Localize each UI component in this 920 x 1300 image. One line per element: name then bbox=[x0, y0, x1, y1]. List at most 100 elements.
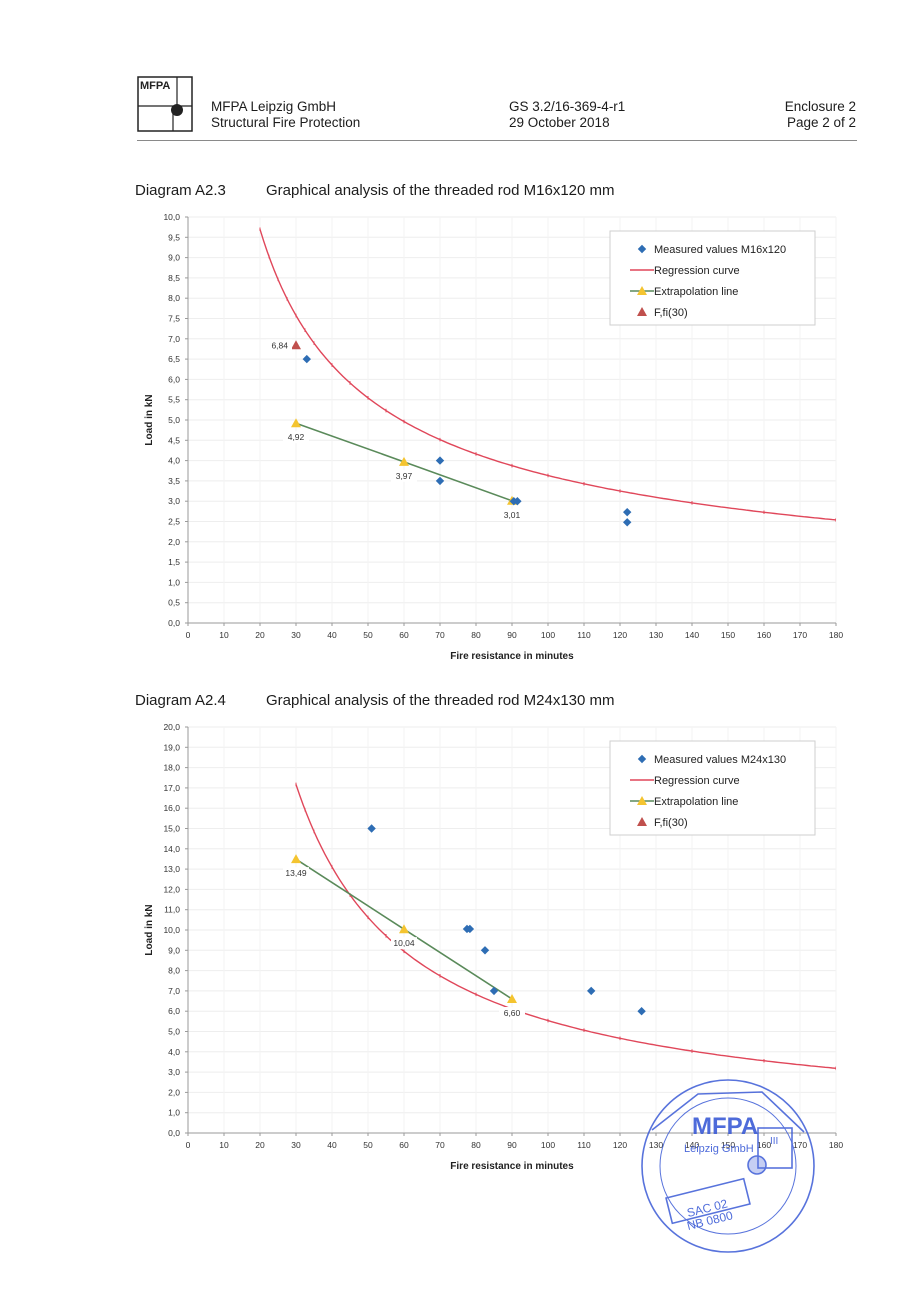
measured-point bbox=[435, 476, 445, 486]
header-company: MFPA Leipzig GmbH Structural Fire Protec… bbox=[211, 99, 360, 131]
y-tick-label: 7,5 bbox=[168, 314, 180, 324]
y-tick-label: 9,0 bbox=[168, 945, 180, 955]
y-tick-label: 5,0 bbox=[168, 1027, 180, 1037]
y-tick-label: 3,5 bbox=[168, 476, 180, 486]
x-tick-label: 110 bbox=[577, 1140, 591, 1150]
x-tick-label: 140 bbox=[685, 630, 699, 640]
extrapolation-point bbox=[399, 456, 409, 466]
chart-m16x120: 0,0 0,5 1,0 1,5 2,0 2,5 3,0 3,5 4,0 4,5 5,0 5,5 6,0 6… bbox=[144, 212, 843, 662]
annotation-bg bbox=[391, 937, 417, 950]
diagram-number: Diagram A2.3 bbox=[135, 182, 226, 199]
measured-point bbox=[367, 824, 376, 833]
legend-diamond-icon bbox=[637, 244, 647, 254]
y-tick-label: 5,0 bbox=[168, 415, 180, 425]
stamp-graphic bbox=[641, 1079, 815, 1253]
y-tick-label: 9,0 bbox=[168, 253, 180, 263]
y-tick-label: 18,0 bbox=[163, 763, 180, 773]
x-tick-label: 130 bbox=[649, 630, 663, 640]
measured-point bbox=[302, 354, 311, 364]
header-report: GS 3.2/16-369-4-r1 29 October 2018 bbox=[509, 99, 625, 131]
data-label: 3,01 bbox=[504, 510, 521, 520]
y-tick-label: 10,0 bbox=[163, 212, 180, 222]
legend-label: Regression curve bbox=[654, 775, 740, 787]
y-tick-label: 2,5 bbox=[168, 517, 180, 527]
x-tick-label: 10 bbox=[219, 1140, 229, 1150]
y-tick-label: 8,0 bbox=[168, 293, 180, 303]
legend-triangle-icon bbox=[637, 307, 647, 316]
x-axis-title: Fire resistance in minutes bbox=[450, 1161, 574, 1172]
x-tick-label: 180 bbox=[829, 1140, 843, 1150]
y-tick-label: 4,0 bbox=[168, 456, 180, 466]
y-tick-label: 0,5 bbox=[168, 598, 180, 608]
y-tick-label: 3,0 bbox=[168, 496, 180, 506]
x-tick-label: 30 bbox=[291, 630, 301, 640]
data-label: 3,97 bbox=[396, 471, 413, 481]
y-tick-label: 13,0 bbox=[163, 864, 180, 874]
annotation-bg bbox=[391, 469, 417, 482]
plot-area bbox=[259, 227, 836, 527]
y-axis-title: Load in kN bbox=[144, 394, 155, 445]
x-tick-label: 160 bbox=[757, 630, 771, 640]
stamp-mark: III bbox=[770, 1136, 778, 1147]
y-tick-label: 6,0 bbox=[168, 374, 180, 384]
x-tick-label: 120 bbox=[613, 1140, 627, 1150]
x-tick-label: 120 bbox=[613, 630, 627, 640]
x-tick-label: 100 bbox=[541, 1140, 555, 1150]
legend: Measured values M16x120 Regression curve E… bbox=[609, 230, 816, 326]
page-number: Page 2 of 2 bbox=[786, 115, 856, 130]
y-tick-label: 3,0 bbox=[168, 1067, 180, 1077]
mfpa-logo: MFPA bbox=[137, 76, 193, 132]
y-tick-label: 1,5 bbox=[168, 557, 180, 567]
y-tick-label: 15,0 bbox=[163, 824, 180, 834]
y-tick-label: 8,5 bbox=[168, 273, 180, 283]
extrapolation-point bbox=[399, 924, 409, 934]
x-tick-label: 20 bbox=[255, 1140, 265, 1150]
x-tick-label: 160 bbox=[757, 1140, 771, 1150]
y-tick-label: 1,0 bbox=[168, 1108, 180, 1118]
y-tick-label: 2,0 bbox=[168, 1087, 180, 1097]
diagram-title: Graphical analysis of the threaded rod M… bbox=[266, 692, 615, 709]
x-tick-label: 40 bbox=[327, 1140, 337, 1150]
legend-label: Regression curve bbox=[654, 265, 740, 277]
extrapolation-point bbox=[507, 994, 517, 1004]
y-tick-label: 7,0 bbox=[168, 334, 180, 344]
y-tick-label: 7,0 bbox=[168, 986, 180, 996]
certification-stamp: MFPA Leipzig GmbH III SAC 02 NB 0800 bbox=[641, 1079, 815, 1253]
y-tick-label: 1,0 bbox=[168, 577, 180, 587]
x-tick-label: 50 bbox=[363, 1140, 373, 1150]
measured-point bbox=[637, 1007, 646, 1016]
y-tick-label: 0,0 bbox=[168, 1128, 180, 1138]
diagram-title: Graphical analysis of the threaded rod M… bbox=[266, 182, 615, 199]
x-tick-label: 70 bbox=[435, 1140, 445, 1150]
annotation-bg bbox=[283, 431, 309, 444]
legend-diamond-icon bbox=[637, 754, 647, 764]
company-name: MFPA Leipzig GmbH bbox=[211, 99, 337, 114]
legend-triangle-icon bbox=[637, 796, 647, 805]
x-tick-label: 110 bbox=[577, 630, 591, 640]
x-tick-label: 40 bbox=[327, 630, 337, 640]
extrapolation-point bbox=[291, 418, 301, 428]
y-tick-label: 16,0 bbox=[163, 803, 180, 813]
y-axis-title: Load in kN bbox=[144, 904, 155, 955]
y-tick-label: 2,0 bbox=[168, 537, 180, 547]
stamp-leipzig: Leipzig GmbH bbox=[684, 1143, 754, 1155]
x-tick-label: 0 bbox=[186, 1140, 191, 1150]
legend: Measured values M24x130 Regression curve E… bbox=[609, 740, 816, 836]
x-axis-title: Fire resistance in minutes bbox=[450, 651, 574, 662]
x-tick-label: 0 bbox=[186, 630, 191, 640]
data-label: 13,49 bbox=[285, 868, 307, 878]
measured-point bbox=[489, 986, 499, 996]
data-label: 6,84 bbox=[271, 340, 288, 350]
x-tick-label: 50 bbox=[363, 630, 373, 640]
x-tick-label: 80 bbox=[471, 630, 481, 640]
measured-point bbox=[623, 518, 632, 527]
data-label: 6,60 bbox=[504, 1008, 521, 1018]
legend-triangle-icon bbox=[637, 286, 647, 295]
header-enclosure: Enclosure 2 Page 2 of 2 bbox=[785, 99, 856, 131]
header-divider bbox=[137, 140, 857, 141]
legend-box bbox=[609, 740, 816, 836]
y-tick-label: 8,0 bbox=[168, 966, 180, 976]
diagram-a2-3-heading: Diagram A2.3 Graphical analysis of the th… bbox=[135, 182, 615, 199]
x-tick-label: 30 bbox=[291, 1140, 301, 1150]
y-tick-label: 20,0 bbox=[163, 722, 180, 732]
